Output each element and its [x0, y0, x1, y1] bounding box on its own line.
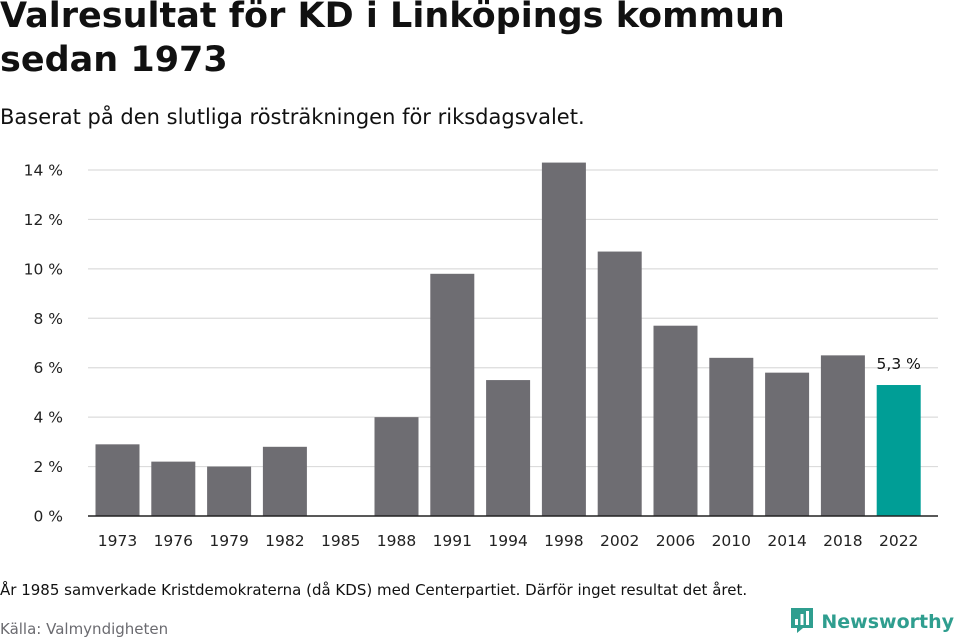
brand-logo: Newsworthy — [789, 608, 954, 636]
bar — [709, 357, 754, 516]
x-tick-label: 1973 — [98, 532, 137, 550]
x-tick-label: 1988 — [377, 532, 416, 550]
bar — [151, 461, 196, 516]
y-tick-label: 10 % — [24, 260, 63, 278]
bar — [653, 325, 698, 516]
x-tick-label: 2010 — [712, 532, 751, 550]
source-label: Källa: Valmyndigheten — [0, 620, 169, 638]
data-label: 5,3 % — [877, 355, 921, 373]
newsworthy-logo-icon — [789, 606, 815, 638]
bar — [262, 446, 307, 516]
y-tick-label: 14 % — [24, 162, 63, 180]
bar — [486, 380, 531, 516]
x-tick-label: 1979 — [209, 532, 248, 550]
x-tick-label: 2018 — [823, 532, 862, 550]
bar — [541, 162, 586, 517]
bar — [430, 273, 475, 516]
footnote: År 1985 samverkade Kristdemokraterna (då… — [0, 581, 748, 599]
bar — [95, 444, 140, 516]
bar — [374, 417, 419, 516]
bar — [765, 372, 810, 516]
chart-subtitle: Baserat på den slutliga rösträkningen fö… — [0, 105, 585, 129]
x-tick-label: 2002 — [600, 532, 639, 550]
x-tick-label: 2006 — [656, 532, 695, 550]
y-tick-label: 6 % — [33, 359, 63, 377]
x-tick-label: 1994 — [488, 532, 527, 550]
bar — [207, 466, 252, 516]
y-tick-label: 4 % — [33, 409, 63, 427]
x-tick-label: 1976 — [154, 532, 193, 550]
chart-title: Valresultat för KD i Linköpings kommun s… — [0, 0, 785, 80]
x-tick-label: 1982 — [265, 532, 304, 550]
bar — [876, 385, 921, 516]
bar — [820, 355, 865, 516]
x-tick-label: 1991 — [433, 532, 472, 550]
y-tick-label: 12 % — [24, 211, 63, 229]
y-tick-label: 8 % — [33, 310, 63, 328]
x-tick-label: 2022 — [879, 532, 918, 550]
y-tick-label: 0 % — [33, 508, 63, 526]
y-tick-label: 2 % — [33, 458, 63, 476]
x-tick-label: 1998 — [544, 532, 583, 550]
brand-name: Newsworthy — [821, 611, 954, 633]
x-tick-label: 1985 — [321, 532, 360, 550]
x-tick-label: 2014 — [767, 532, 806, 550]
bar-chart: 0 % 2 % 4 % 6 % 8 % 10 % 12 % 14 % 1973 1976 1979 1… — [24, 162, 938, 550]
bar — [597, 251, 642, 517]
